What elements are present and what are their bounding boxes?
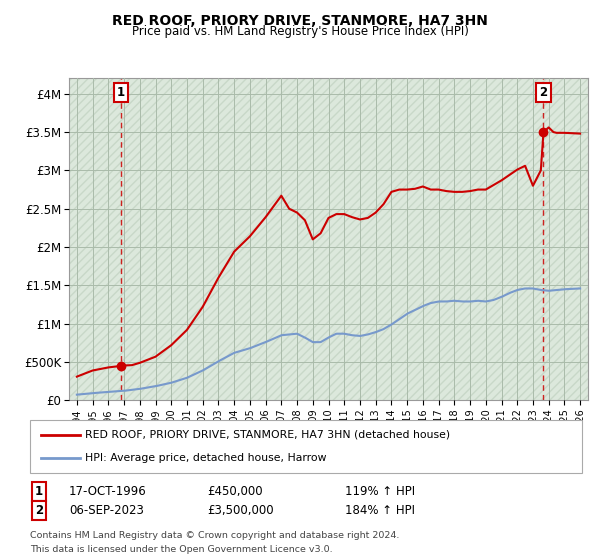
Text: Price paid vs. HM Land Registry's House Price Index (HPI): Price paid vs. HM Land Registry's House … [131, 25, 469, 38]
Text: £450,000: £450,000 [207, 484, 263, 498]
Text: This data is licensed under the Open Government Licence v3.0.: This data is licensed under the Open Gov… [30, 545, 332, 554]
Text: £3,500,000: £3,500,000 [207, 504, 274, 517]
Text: HPI: Average price, detached house, Harrow: HPI: Average price, detached house, Harr… [85, 453, 326, 463]
Text: Contains HM Land Registry data © Crown copyright and database right 2024.: Contains HM Land Registry data © Crown c… [30, 531, 400, 540]
FancyBboxPatch shape [30, 420, 582, 473]
Text: 1: 1 [35, 484, 43, 498]
Text: 1: 1 [116, 86, 125, 100]
Text: 119% ↑ HPI: 119% ↑ HPI [345, 484, 415, 498]
Text: 2: 2 [539, 86, 548, 100]
Text: RED ROOF, PRIORY DRIVE, STANMORE, HA7 3HN: RED ROOF, PRIORY DRIVE, STANMORE, HA7 3H… [112, 14, 488, 28]
Text: 184% ↑ HPI: 184% ↑ HPI [345, 504, 415, 517]
Text: 2: 2 [35, 504, 43, 517]
Text: 17-OCT-1996: 17-OCT-1996 [69, 484, 147, 498]
Text: RED ROOF, PRIORY DRIVE, STANMORE, HA7 3HN (detached house): RED ROOF, PRIORY DRIVE, STANMORE, HA7 3H… [85, 430, 451, 440]
Text: 06-SEP-2023: 06-SEP-2023 [69, 504, 144, 517]
